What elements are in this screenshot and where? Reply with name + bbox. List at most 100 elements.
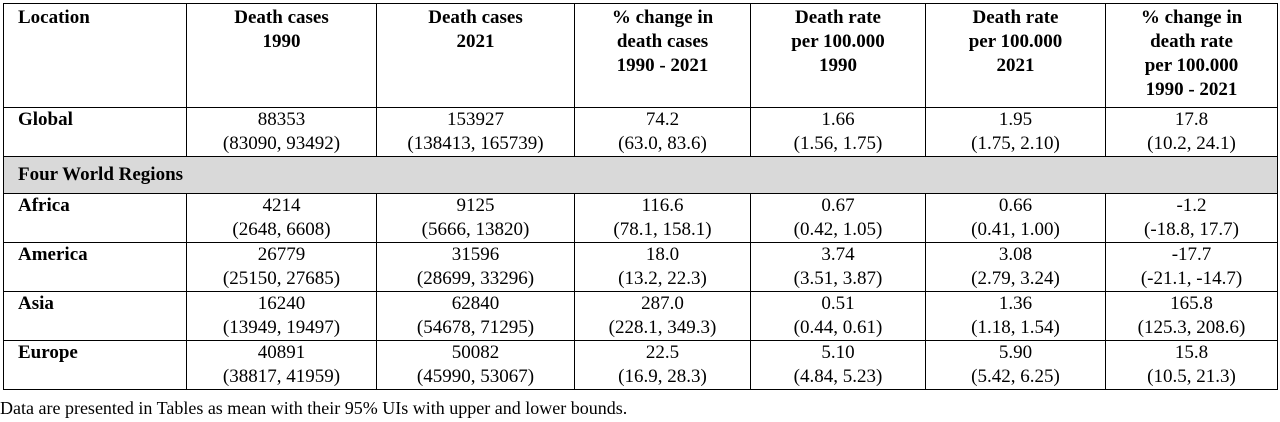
table-cell: 26779 (25150, 27685) [186, 242, 377, 292]
table-cell: 62840 (54678, 71295) [376, 291, 575, 341]
cell-mean-value: 116.6 [641, 195, 684, 216]
cell-uncertainty-interval: (1.56, 1.75) [793, 133, 883, 154]
row-label: Global [3, 107, 187, 157]
header-row: Location Death cases 1990 Death cases 2021… [3, 3, 1278, 108]
table-cell: 165.8 (125.3, 208.6) [1105, 291, 1278, 341]
table-row-global: Global 88353 (83090, 93492) 153927 (138413, … [3, 107, 1278, 157]
cell-uncertainty-interval: (13949, 19497) [222, 317, 341, 338]
cell-mean-value: 16240 [257, 293, 306, 314]
cell-mean-value: 4214 [262, 195, 301, 216]
cell-mean-value: 9125 [456, 195, 495, 216]
cell-mean-value: 0.67 [821, 195, 855, 216]
cell-uncertainty-interval: (3.51, 3.87) [793, 268, 883, 289]
table-cell: 31596 (28699, 33296) [376, 242, 575, 292]
cell-uncertainty-interval: (0.42, 1.05) [793, 219, 883, 240]
cell-mean-value: 3.08 [998, 244, 1033, 265]
cell-mean-value: 1.95 [998, 109, 1033, 130]
table-cell: 0.66 (0.41, 1.00) [925, 193, 1106, 243]
header-pct-change-death-cases: % change in death cases 1990 - 2021 [574, 3, 751, 108]
cell-uncertainty-interval: (38817, 41959) [222, 366, 341, 387]
cell-mean-value: -1.2 [1176, 195, 1207, 216]
cell-mean-value: 0.66 [998, 195, 1033, 216]
cell-uncertainty-interval: (78.1, 158.1) [613, 219, 712, 240]
table-footnote: Data are presented in Tables as mean wit… [0, 398, 628, 418]
table-cell: 74.2 (63.0, 83.6) [574, 107, 751, 157]
table-cell: 88353 (83090, 93492) [186, 107, 377, 157]
table-cell: 9125 (5666, 13820) [376, 193, 575, 243]
table-cell: 1.66 (1.56, 1.75) [750, 107, 926, 157]
table-cell: 18.0 (13.2, 22.3) [574, 242, 751, 292]
cell-uncertainty-interval: (2648, 6608) [232, 219, 331, 240]
header-death-cases-2021: Death cases 2021 [376, 3, 575, 108]
table-cell: -1.2 (-18.8, 17.7) [1105, 193, 1278, 243]
table-cell: 0.51 (0.44, 0.61) [750, 291, 926, 341]
cell-mean-value: 88353 [257, 109, 306, 130]
cell-mean-value: 287.0 [641, 293, 684, 314]
cell-uncertainty-interval: (1.75, 2.10) [971, 133, 1060, 154]
cell-mean-value: 1.36 [998, 293, 1033, 314]
cell-mean-value: 17.8 [1174, 109, 1209, 130]
cell-uncertainty-interval: (16.9, 28.3) [618, 366, 707, 387]
cell-uncertainty-interval: (-18.8, 17.7) [1144, 219, 1239, 240]
cell-uncertainty-interval: (28699, 33296) [416, 268, 535, 289]
cell-mean-value: 22.5 [645, 342, 680, 363]
cell-mean-value: 5.90 [998, 342, 1033, 363]
table-cell: 50082 (45990, 53067) [376, 340, 575, 390]
row-label: America [3, 242, 187, 292]
header-location: Location [3, 3, 187, 108]
table-cell: 153927 (138413, 165739) [376, 107, 575, 157]
cell-uncertainty-interval: (1.18, 1.54) [971, 317, 1060, 338]
cell-mean-value: 62840 [451, 293, 500, 314]
table-cell: 16240 (13949, 19497) [186, 291, 377, 341]
header-death-rate-1990: Death rate per 100.000 1990 [750, 3, 926, 108]
table-cell: 5.90 (5.42, 6.25) [925, 340, 1106, 390]
cell-mean-value: 3.74 [821, 244, 855, 265]
cell-uncertainty-interval: (138413, 165739) [407, 133, 544, 154]
cell-uncertainty-interval: (54678, 71295) [416, 317, 535, 338]
cell-mean-value: 165.8 [1170, 293, 1213, 314]
cell-uncertainty-interval: (0.41, 1.00) [971, 219, 1060, 240]
cell-mean-value: 15.8 [1174, 342, 1209, 363]
cell-mean-value: 18.0 [645, 244, 680, 265]
cell-mean-value: 0.51 [821, 293, 855, 314]
row-label: Africa [3, 193, 187, 243]
table-cell: 1.95 (1.75, 2.10) [925, 107, 1106, 157]
cell-uncertainty-interval: (0.44, 0.61) [793, 317, 883, 338]
table-cell: 4214 (2648, 6608) [186, 193, 377, 243]
table-cell: 287.0 (228.1, 349.3) [574, 291, 751, 341]
cell-mean-value: 26779 [257, 244, 306, 265]
cell-uncertainty-interval: (63.0, 83.6) [618, 133, 707, 154]
table-row-america: America 26779 (25150, 27685) 31596 (28699, 3… [3, 242, 1278, 292]
header-death-rate-2021: Death rate per 100.000 2021 [925, 3, 1106, 108]
table-cell: 5.10 (4.84, 5.23) [750, 340, 926, 390]
cell-mean-value: 31596 [451, 244, 500, 265]
cell-uncertainty-interval: (10.2, 24.1) [1147, 133, 1236, 154]
section-label: Four World Regions [3, 156, 1278, 194]
cell-uncertainty-interval: (10.5, 21.3) [1147, 366, 1236, 387]
cell-mean-value: -17.7 [1171, 244, 1212, 265]
table-container: Location Death cases 1990 Death cases 2021… [3, 3, 1278, 390]
cell-uncertainty-interval: (45990, 53067) [416, 366, 535, 387]
table-cell: 1.36 (1.18, 1.54) [925, 291, 1106, 341]
table-cell: 40891 (38817, 41959) [186, 340, 377, 390]
cell-uncertainty-interval: (-21.1, -14.7) [1140, 268, 1243, 289]
table-row-europe: Europe 40891 (38817, 41959) 50082 (45990, 53… [3, 340, 1278, 390]
cell-uncertainty-interval: (83090, 93492) [222, 133, 341, 154]
row-label: Europe [3, 340, 187, 390]
section-row: Four World Regions [3, 156, 1278, 194]
table-cell: 0.67 (0.42, 1.05) [750, 193, 926, 243]
death-data-table: Location Death cases 1990 Death cases 2021… [3, 3, 1278, 390]
cell-uncertainty-interval: (13.2, 22.3) [618, 268, 707, 289]
table-row-africa: Africa 4214 (2648, 6608) 9125 (5666, 13820) 1… [3, 193, 1278, 243]
cell-mean-value: 5.10 [821, 342, 855, 363]
cell-uncertainty-interval: (2.79, 3.24) [971, 268, 1060, 289]
cell-uncertainty-interval: (4.84, 5.23) [793, 366, 883, 387]
table-cell: 15.8 (10.5, 21.3) [1105, 340, 1278, 390]
header-death-cases-1990: Death cases 1990 [186, 3, 377, 108]
cell-uncertainty-interval: (25150, 27685) [222, 268, 341, 289]
table-cell: 22.5 (16.9, 28.3) [574, 340, 751, 390]
row-label: Asia [3, 291, 187, 341]
cell-mean-value: 74.2 [645, 109, 680, 130]
table-cell: 3.74 (3.51, 3.87) [750, 242, 926, 292]
cell-mean-value: 40891 [257, 342, 306, 363]
